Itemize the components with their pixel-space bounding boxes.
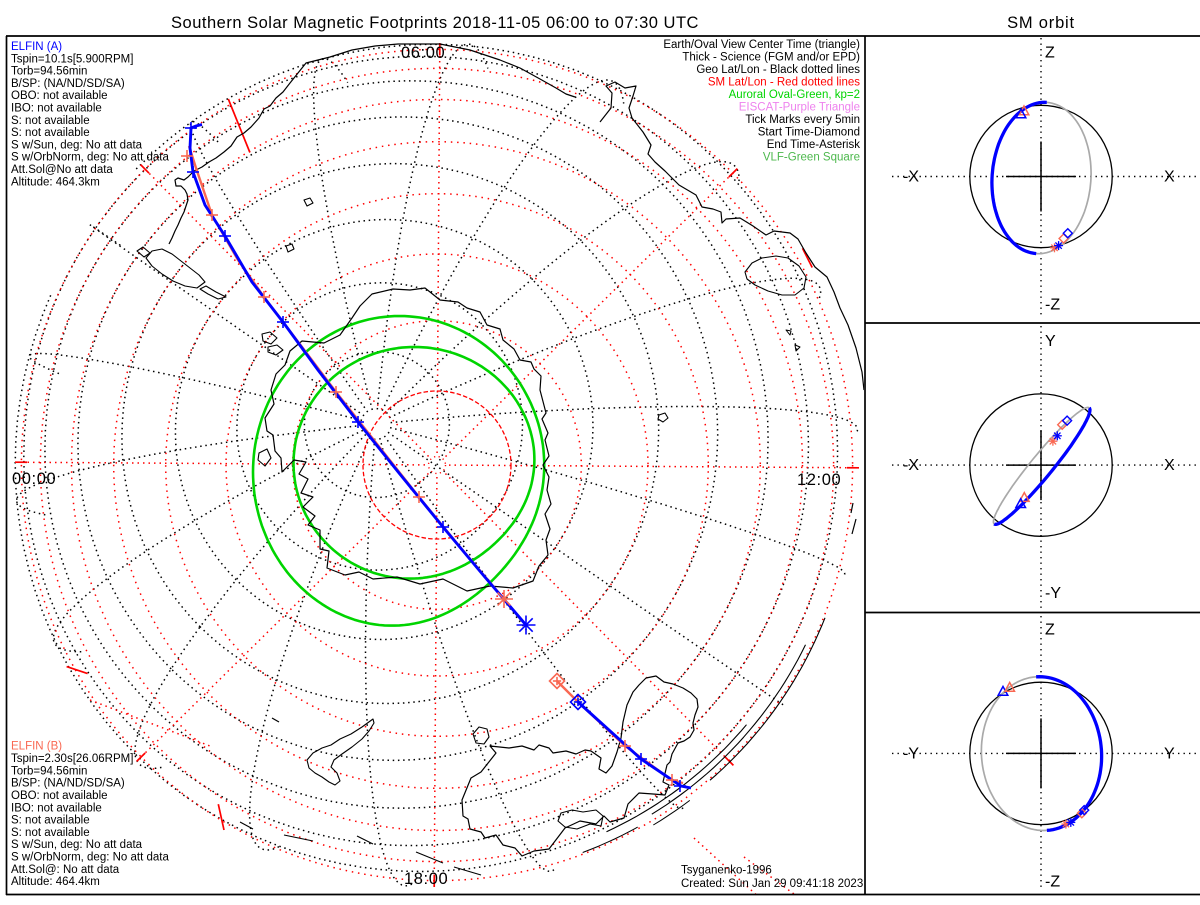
svg-text:Tspin=2.30s[26.06RPM]: Tspin=2.30s[26.06RPM] [11,753,133,765]
svg-text:OBO: not available: OBO: not available [11,90,108,102]
svg-text:Earth/Oval View Center Time (t: Earth/Oval View Center Time (triangle) [663,39,860,51]
svg-text:Y: Y [1045,333,1056,350]
svg-text:06:00: 06:00 [401,44,445,62]
svg-text:EISCAT-Purple Triangle: EISCAT-Purple Triangle [739,102,860,114]
svg-text:Thick - Science (FGM and/or EP: Thick - Science (FGM and/or EPD) [682,52,860,64]
svg-text:00:00: 00:00 [12,470,56,488]
svg-text:Att.Sol@No att data: Att.Sol@No att data [11,164,113,176]
svg-text:-Z: -Z [1045,297,1060,314]
svg-text:Torb=94.56min: Torb=94.56min [11,66,87,78]
svg-text:End Time-Asterisk: End Time-Asterisk [767,139,861,151]
svg-text:S: not available: S: not available [11,815,90,827]
svg-text:Tick Marks every 5min: Tick Marks every 5min [745,114,860,126]
svg-text:12:00: 12:00 [797,471,841,489]
svg-text:Z: Z [1045,621,1055,638]
svg-text:VLF-Green Square: VLF-Green Square [763,152,860,164]
svg-text:X: X [1164,457,1175,474]
svg-text:-X: -X [903,169,919,186]
svg-text:S: not available: S: not available [11,115,90,127]
svg-text:IBO: not available: IBO: not available [11,103,102,115]
svg-text:ELFIN (B): ELFIN (B) [11,741,62,753]
svg-text:S w/Sun, deg: No att data: S w/Sun, deg: No att data [11,139,143,151]
svg-text:Z: Z [1045,45,1055,62]
svg-text:B/SP: (NA/ND/SD/SA): B/SP: (NA/ND/SD/SA) [11,78,125,90]
svg-text:S w/OrbNorm, deg: No att data: S w/OrbNorm, deg: No att data [11,152,169,164]
svg-text:-X: -X [903,457,919,474]
svg-text:Att.Sol@: No att data: Att.Sol@: No att data [11,864,120,876]
svg-text:Altitude: 464.3km: Altitude: 464.3km [11,176,100,188]
svg-text:-Z: -Z [1045,873,1060,890]
svg-text:X: X [1164,169,1175,186]
svg-text:Y: Y [1164,745,1175,762]
svg-text:B/SP: (NA/ND/SD/SA): B/SP: (NA/ND/SD/SA) [11,778,125,790]
svg-text:S w/OrbNorm, deg: No att data: S w/OrbNorm, deg: No att data [11,852,169,864]
svg-text:Southern Solar Magnetic Footpr: Southern Solar Magnetic Footprints 2018-… [171,14,699,32]
svg-text:S: not available: S: not available [11,127,90,139]
svg-text:OBO: not available: OBO: not available [11,790,108,802]
svg-text:S: not available: S: not available [11,827,90,839]
svg-text:Geo Lat/Lon - Black dotted lin: Geo Lat/Lon - Black dotted lines [696,64,860,76]
svg-text:Torb=94.56min: Torb=94.56min [11,765,87,777]
svg-text:-Y: -Y [903,745,919,762]
svg-text:Start Time-Diamond: Start Time-Diamond [758,127,860,139]
svg-text:IBO: not available: IBO: not available [11,802,102,814]
svg-text:SM orbit: SM orbit [1007,14,1075,32]
svg-text:Created: Sun Jan 29 09:41:18 2: Created: Sun Jan 29 09:41:18 2023 [681,878,863,890]
svg-text:Tsyganenko-1996: Tsyganenko-1996 [681,865,772,877]
svg-text:ELFIN (A): ELFIN (A) [11,41,62,53]
svg-text:Tspin=10.1s[5.900RPM]: Tspin=10.1s[5.900RPM] [11,53,133,65]
svg-text:Auroral Oval-Green, kp=2: Auroral Oval-Green, kp=2 [729,89,860,101]
svg-text:S w/Sun, deg: No att data: S w/Sun, deg: No att data [11,839,143,851]
svg-text:-Y: -Y [1045,585,1061,602]
svg-text:Altitude: 464.4km: Altitude: 464.4km [11,876,100,888]
svg-text:18:00: 18:00 [404,870,448,888]
svg-text:SM Lat/Lon - Red dotted lines: SM Lat/Lon - Red dotted lines [708,77,860,89]
